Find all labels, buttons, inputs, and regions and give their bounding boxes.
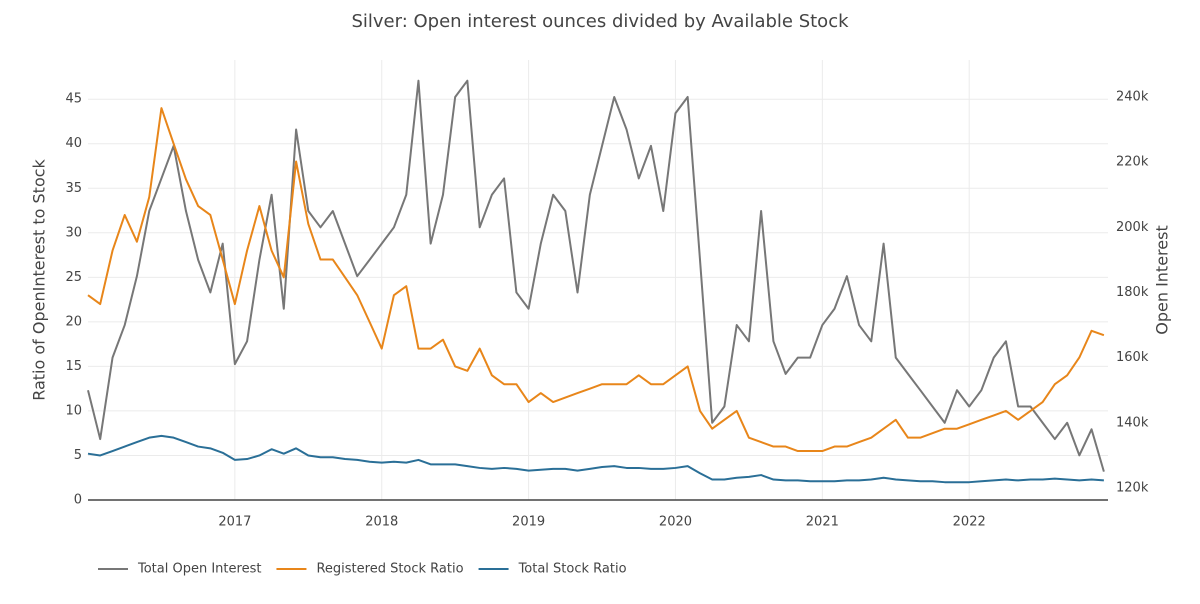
- y2-tick-label: 240k: [1116, 89, 1149, 104]
- y-tick-label: 25: [65, 270, 82, 285]
- x-tick-label: 2021: [806, 515, 839, 530]
- y-tick-label: 5: [74, 448, 82, 463]
- y-tick-label: 15: [65, 359, 82, 374]
- x-tick-label: 2020: [659, 515, 692, 530]
- plot-area: [87, 79, 1105, 484]
- x-tick-label: 2017: [218, 515, 251, 530]
- legend-label: Total Stock Ratio: [518, 562, 627, 577]
- y2-tick-label: 160k: [1116, 350, 1149, 365]
- y-tick-label: 0: [74, 493, 82, 508]
- legend-label: Registered Stock Ratio: [316, 562, 463, 577]
- legend: Total Open Interest Registered Stock Rati…: [98, 562, 627, 577]
- y2-tick-label: 200k: [1116, 220, 1149, 235]
- series-line: [87, 107, 1105, 453]
- y2-axis-title: Open Interest: [1153, 225, 1172, 334]
- chart-title: Silver: Open interest ounces divided by …: [351, 11, 849, 32]
- y2-tick-label: 220k: [1116, 155, 1149, 170]
- y-tick-label: 45: [65, 92, 82, 107]
- y-tick-label: 40: [65, 136, 82, 151]
- x-tick-label: 2018: [365, 515, 398, 530]
- y-tick-label: 30: [65, 225, 82, 240]
- x-tick-label: 2019: [512, 515, 545, 530]
- y-tick-label: 10: [65, 403, 82, 418]
- y-tick-label: 35: [65, 181, 82, 196]
- series-line: [87, 79, 1105, 472]
- y-axis-title: Ratio of OpenInterest to Stock: [30, 158, 49, 400]
- legend-label: Total Open Interest: [137, 562, 261, 577]
- series-line: [87, 434, 1104, 484]
- y2-tick-label: 180k: [1116, 285, 1149, 300]
- y2-tick-label: 120k: [1116, 480, 1149, 495]
- y-tick-label: 20: [65, 314, 82, 329]
- y2-tick-label: 140k: [1116, 415, 1149, 430]
- x-tick-label: 2022: [953, 515, 986, 530]
